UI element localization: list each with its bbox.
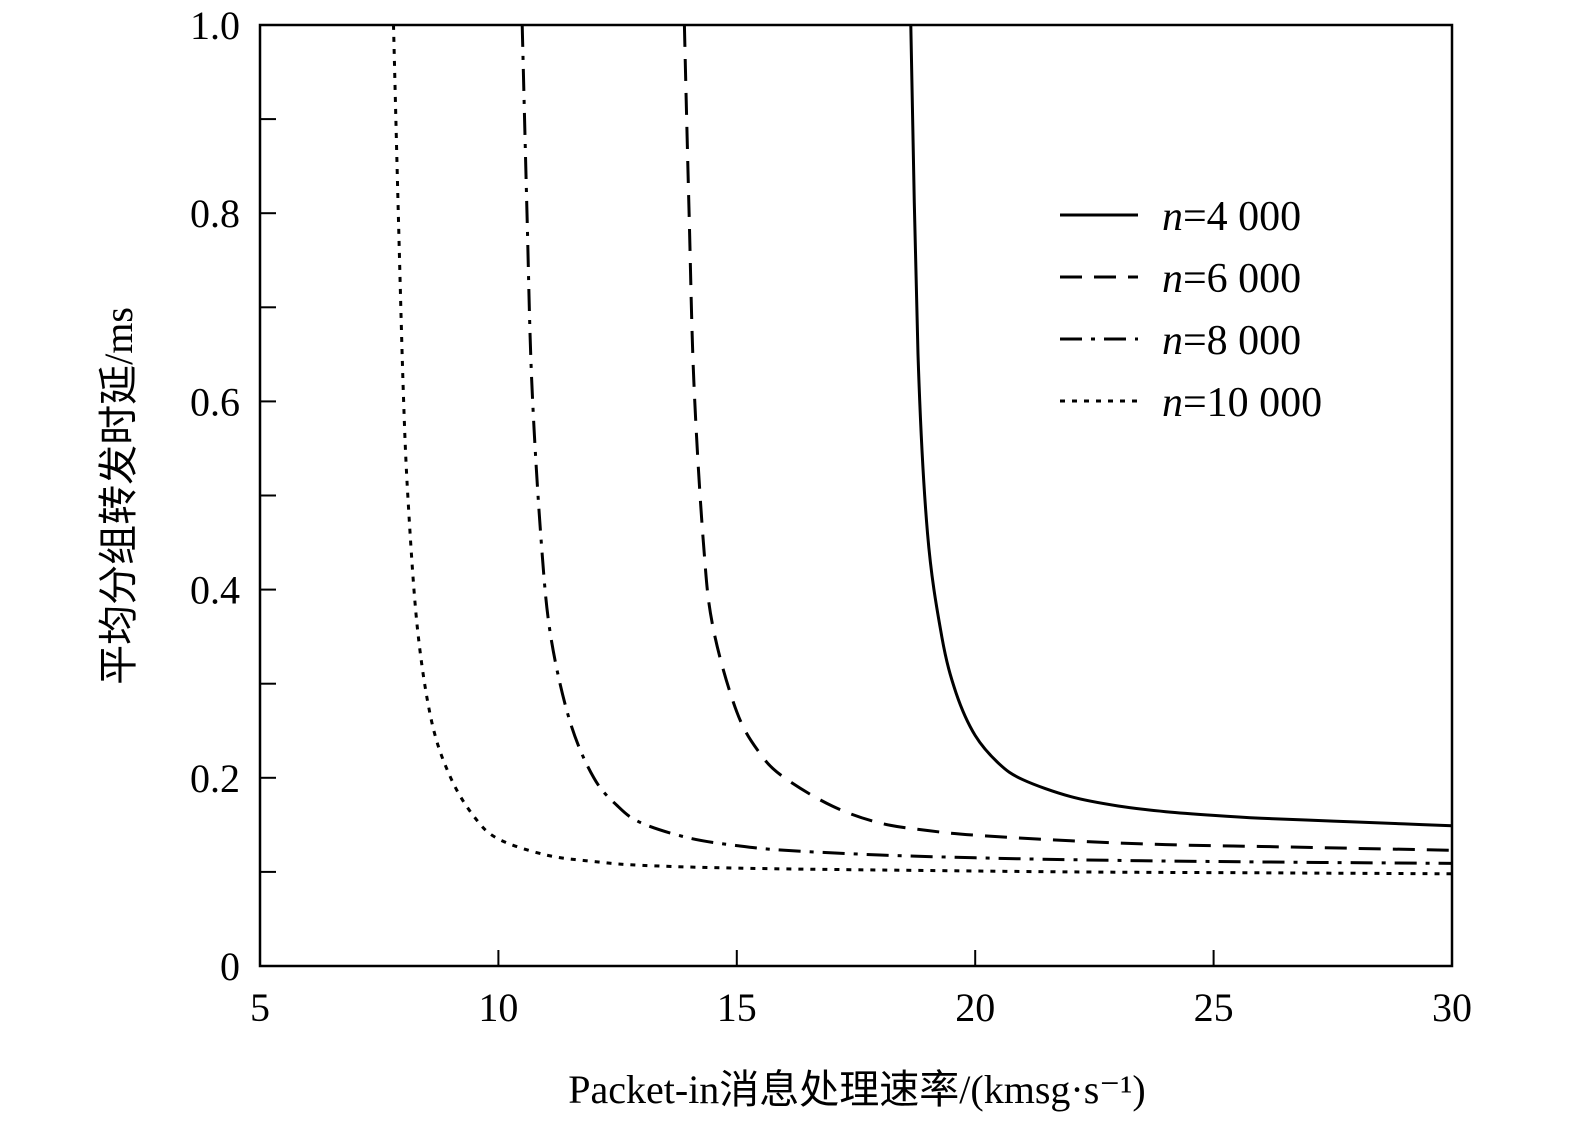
series-line-4 [392,24,1453,876]
y-axis-title: 平均分组转发时延/ms [96,307,141,685]
x-tick-label: 20 [955,985,995,1030]
series-line-1 [909,24,1453,828]
legend-label: n=6 000 [1162,256,1301,302]
legend: n=4 000 n=6 000 n=8 000 n=10 000 [1060,194,1322,426]
legend-label: n=4 000 [1162,194,1301,240]
plot-frame [258,23,1454,968]
x-tick-label: 25 [1194,985,1234,1030]
y-tick-label: 1.0 [190,3,240,48]
x-tick-label: 5 [250,985,270,1030]
series-line-3 [520,24,1453,865]
series-line-2 [682,24,1453,852]
x-tick-label: 10 [478,985,518,1030]
x-tick-label: 30 [1432,985,1472,1030]
x-tick-label: 15 [717,985,757,1030]
y-tick-label: 0.6 [190,379,240,424]
legend-label: n=8 000 [1162,318,1301,364]
legend-label: n=10 000 [1162,380,1322,426]
y-tick-label: 0.4 [190,568,240,613]
y-tick-label: 0.8 [190,191,240,236]
curves-layer [392,24,1453,876]
ticks-layer: 5 10 15 20 25 30 0 0.2 0.4 0.6 0.8 1.0 [190,3,1472,1030]
y-tick-label: 0 [220,944,240,989]
y-tick-label: 0.2 [190,756,240,801]
x-axis-title: Packet-in消息处理速率/(kmsg·s⁻¹) [568,1067,1145,1112]
